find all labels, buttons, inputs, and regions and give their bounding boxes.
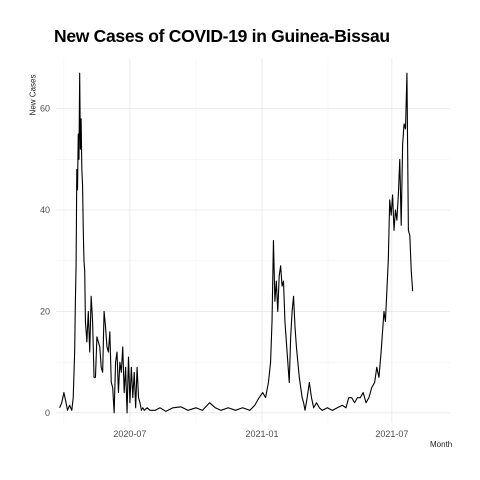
y-tick-label: 0 xyxy=(45,408,50,418)
x-tick-label: 2021-07 xyxy=(375,429,408,439)
y-tick-label: 60 xyxy=(40,104,50,114)
grid-lines xyxy=(56,58,450,423)
x-tick-label: 2020-07 xyxy=(113,429,146,439)
y-tick-label: 40 xyxy=(40,205,50,215)
series-line xyxy=(59,72,414,414)
tick-labels: 0 20 40 60 2020-07 2021-01 2021-07 xyxy=(40,104,408,439)
x-axis-label: Month xyxy=(430,440,453,449)
y-tick-label: 20 xyxy=(40,306,50,316)
x-tick-label: 2021-01 xyxy=(245,429,278,439)
series-layer xyxy=(59,72,414,414)
chart-title: New Cases of COVID-19 in Guinea-Bissau xyxy=(54,26,390,46)
